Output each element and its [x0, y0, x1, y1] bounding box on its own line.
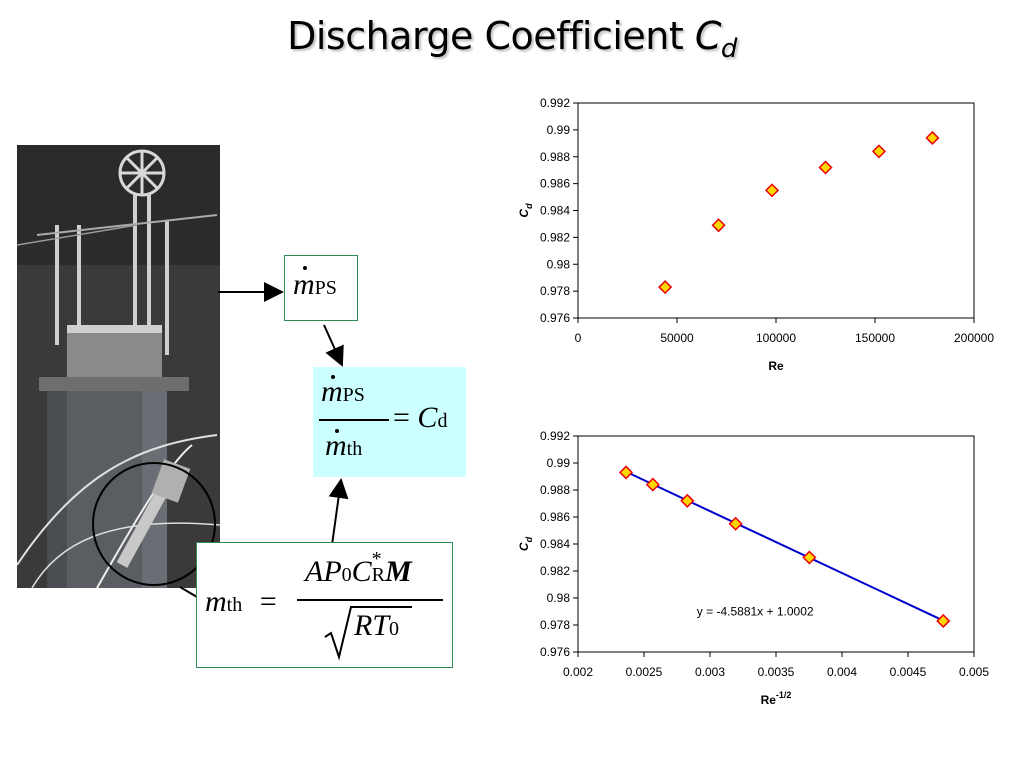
data-point — [711, 218, 726, 233]
ratio-equation-box: mPS mth = Cd — [313, 367, 466, 477]
y-tick-label: 0.98 — [547, 257, 571, 271]
ratio-denominator-symbol: m — [325, 429, 347, 462]
trendline-equation-label: y = -4.5881x + 1.0002 — [697, 604, 814, 618]
mps-to-ratio-arrow — [323, 324, 344, 367]
mdot-th-box: mth = AP0C * RM RT0 — [196, 542, 453, 668]
y-tick-label: 0.992 — [540, 96, 570, 110]
ratio-fraction-bar — [319, 419, 389, 421]
y-tick-label: 0.982 — [540, 564, 570, 578]
y-tick-label: 0.986 — [540, 510, 570, 524]
mth-c-sub: R — [371, 564, 386, 586]
ratio-numerator-symbol: m — [321, 375, 343, 408]
y-tick-label: 0.984 — [540, 204, 570, 218]
y-tick-label: 0.976 — [540, 645, 570, 659]
data-point — [680, 493, 695, 508]
title-main-text: Discharge Coefficient — [287, 14, 695, 58]
y-axis-label: Cd — [517, 536, 534, 551]
data-point — [728, 516, 743, 531]
sqrt-radical-icon — [323, 603, 353, 661]
mth-lhs-symbol: m — [205, 585, 227, 618]
ratio-denominator-sub: th — [346, 438, 363, 460]
x-tick-label: 200000 — [954, 331, 994, 345]
mth-numerator-p-sub: 0 — [341, 564, 352, 586]
x-tick-label: 0.0025 — [626, 665, 663, 679]
y-tick-label: 0.976 — [540, 311, 570, 325]
title-sub-text: d — [720, 34, 738, 64]
x-tick-label: 50000 — [660, 331, 694, 345]
title-var-text: C — [694, 14, 722, 58]
y-tick-label: 0.99 — [547, 456, 571, 470]
data-point — [764, 183, 780, 198]
cd-vs-re-chart: 0.976 0.978 0.98 0.982 0.984 0.986 0.988 0.99 0.… — [517, 96, 994, 373]
cd-vs-re-inverse-sqrt-chart: 0.976 0.978 0.98 0.982 0.984 0.986 0.988 0.99 0.… — [517, 429, 989, 707]
data-point — [658, 280, 673, 295]
plot-area — [577, 435, 975, 653]
data-point — [871, 144, 887, 159]
y-tick-label: 0.978 — [540, 618, 570, 632]
sqrt-overline — [350, 606, 412, 608]
ratio-numerator-dot-icon — [331, 375, 335, 379]
y-tick-label: 0.98 — [547, 591, 571, 605]
y-tick-label: 0.986 — [540, 177, 570, 191]
ratio-result-symbol: C — [417, 401, 438, 434]
x-axis-label: Re — [768, 359, 784, 373]
y-tick-label: 0.978 — [540, 284, 570, 298]
x-tick-label: 0.0035 — [758, 665, 795, 679]
y-tick-label: 0.982 — [540, 230, 570, 244]
y-tick-label: 0.984 — [540, 537, 570, 551]
x-tick-label: 0.002 — [563, 665, 593, 679]
ratio-numerator-sub: PS — [342, 384, 365, 406]
x-tick-label: 150000 — [855, 331, 895, 345]
mdot-ps-box: mPS — [284, 255, 358, 321]
handwheel-icon — [118, 149, 166, 197]
data-point — [645, 477, 660, 492]
x-tick-label: 0.0045 — [890, 665, 927, 679]
y-tick-label: 0.99 — [547, 123, 571, 137]
mth-numerator-ap: AP — [305, 555, 342, 588]
ratio-equals: = — [393, 401, 410, 434]
mth-c-sup: * — [371, 548, 382, 570]
x-tick-label: 100000 — [756, 331, 796, 345]
mth-fraction-bar — [297, 599, 443, 601]
data-point — [936, 613, 951, 629]
mth-mach-symbol: M — [385, 555, 412, 588]
mth-lhs-sub: th — [226, 594, 243, 616]
data-point — [802, 550, 817, 565]
mth-c-symbol: C — [351, 555, 372, 588]
mth-denominator-sub: 0 — [389, 618, 400, 640]
x-axis-label: Re-1/2 — [761, 690, 792, 707]
x-tick-label: 0.003 — [695, 665, 725, 679]
plot-area — [577, 102, 975, 319]
ratio-denominator-dot-icon — [335, 429, 339, 433]
mth-to-ratio-arrow — [328, 478, 349, 546]
y-tick-label: 0.988 — [540, 483, 570, 497]
y-tick-label: 0.992 — [540, 429, 570, 443]
mdot-ps-symbol: m — [293, 268, 315, 301]
ratio-result-sub: d — [437, 410, 448, 432]
data-point — [925, 130, 940, 145]
y-tick-label: 0.988 — [540, 150, 570, 164]
mth-equals: = — [259, 585, 277, 618]
x-tick-label: 0.004 — [827, 665, 857, 679]
mth-denominator-rt: RT — [354, 609, 390, 642]
x-tick-label: 0 — [575, 331, 582, 345]
data-point — [618, 465, 634, 480]
data-point — [818, 160, 833, 175]
mdot-ps-subscript: PS — [314, 277, 337, 299]
x-tick-label: 0.005 — [959, 665, 989, 679]
trendline — [625, 470, 944, 622]
mdot-dot-icon — [303, 266, 307, 270]
apparatus-photo — [17, 145, 220, 588]
slide-title: Discharge Coefficient Cd — [0, 14, 1024, 64]
y-axis-label: Cd — [517, 203, 534, 218]
